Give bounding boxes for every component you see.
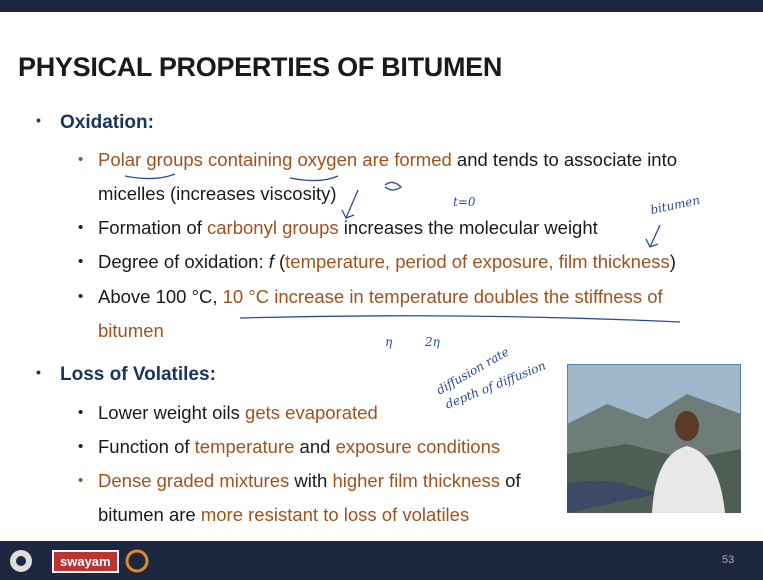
bullet-marker: • xyxy=(78,430,83,464)
bullet-item: •Lower weight oils gets evaporated xyxy=(98,396,558,430)
bullet-marker: • xyxy=(78,396,83,430)
text-run: with xyxy=(289,470,332,491)
bullet-marker: • xyxy=(36,364,41,380)
handwritten-note: 2η xyxy=(425,335,440,349)
heading-text: Loss of Volatiles: xyxy=(60,364,216,385)
bullet-item: •Dense graded mixtures with higher film … xyxy=(98,464,553,532)
bullet-item: •Degree of oxidation: f (temperature, pe… xyxy=(98,245,738,279)
text-run: Degree of oxidation: xyxy=(98,251,269,272)
section-heading: •Oxidation: xyxy=(60,112,154,134)
bullet-marker: • xyxy=(78,211,83,245)
bullet-item: •Function of temperature and exposure co… xyxy=(98,430,558,464)
text-run: Lower weight oils xyxy=(98,402,245,423)
bullet-item: •Above 100 °C, 10 °C increase in tempera… xyxy=(98,280,698,348)
text-run: increases the molecular weight xyxy=(339,217,598,238)
page-number: 53 xyxy=(722,554,734,566)
slide: PHYSICAL PROPERTIES OF BITUMEN swayam 53… xyxy=(0,0,763,580)
bullet-marker: • xyxy=(78,464,83,498)
text-run: and xyxy=(294,436,335,457)
text-run: carbonyl groups xyxy=(207,217,339,238)
bullet-marker: • xyxy=(36,112,41,128)
bullet-marker: • xyxy=(78,143,83,177)
bullet-marker: • xyxy=(78,280,83,314)
text-run: Function of xyxy=(98,436,195,457)
text-run: gets evaporated xyxy=(245,402,378,423)
bullet-item: •Formation of carbonyl groups increases … xyxy=(98,211,718,245)
text-run: temperature, period of exposure, film th… xyxy=(285,251,670,272)
bullet-item: •Polar groups containing oxygen are form… xyxy=(98,143,718,211)
nptel-logo xyxy=(124,548,150,574)
text-run: ( xyxy=(274,251,285,272)
text-run: ) xyxy=(670,251,676,272)
footer-bar: swayam 53 xyxy=(0,541,763,580)
handwritten-note: t=0 xyxy=(453,195,476,209)
heading-text: Oxidation: xyxy=(60,112,154,133)
text-run: Formation of xyxy=(98,217,207,238)
section-heading: •Loss of Volatiles: xyxy=(60,364,216,386)
text-run: Above 100 °C, xyxy=(98,286,223,307)
institute-logo xyxy=(8,548,34,574)
text-run: exposure conditions xyxy=(336,436,501,457)
swayam-logo: swayam xyxy=(52,550,119,573)
text-run: more resistant to loss of volatiles xyxy=(201,504,469,525)
text-run: temperature xyxy=(195,436,295,457)
text-run: Dense graded mixtures xyxy=(98,470,289,491)
bullet-marker: • xyxy=(78,245,83,279)
handwritten-note: η xyxy=(385,335,392,349)
video-inset xyxy=(567,364,741,513)
text-run: higher film thickness xyxy=(332,470,500,491)
text-run: Polar groups containing oxygen are forme… xyxy=(98,149,452,170)
